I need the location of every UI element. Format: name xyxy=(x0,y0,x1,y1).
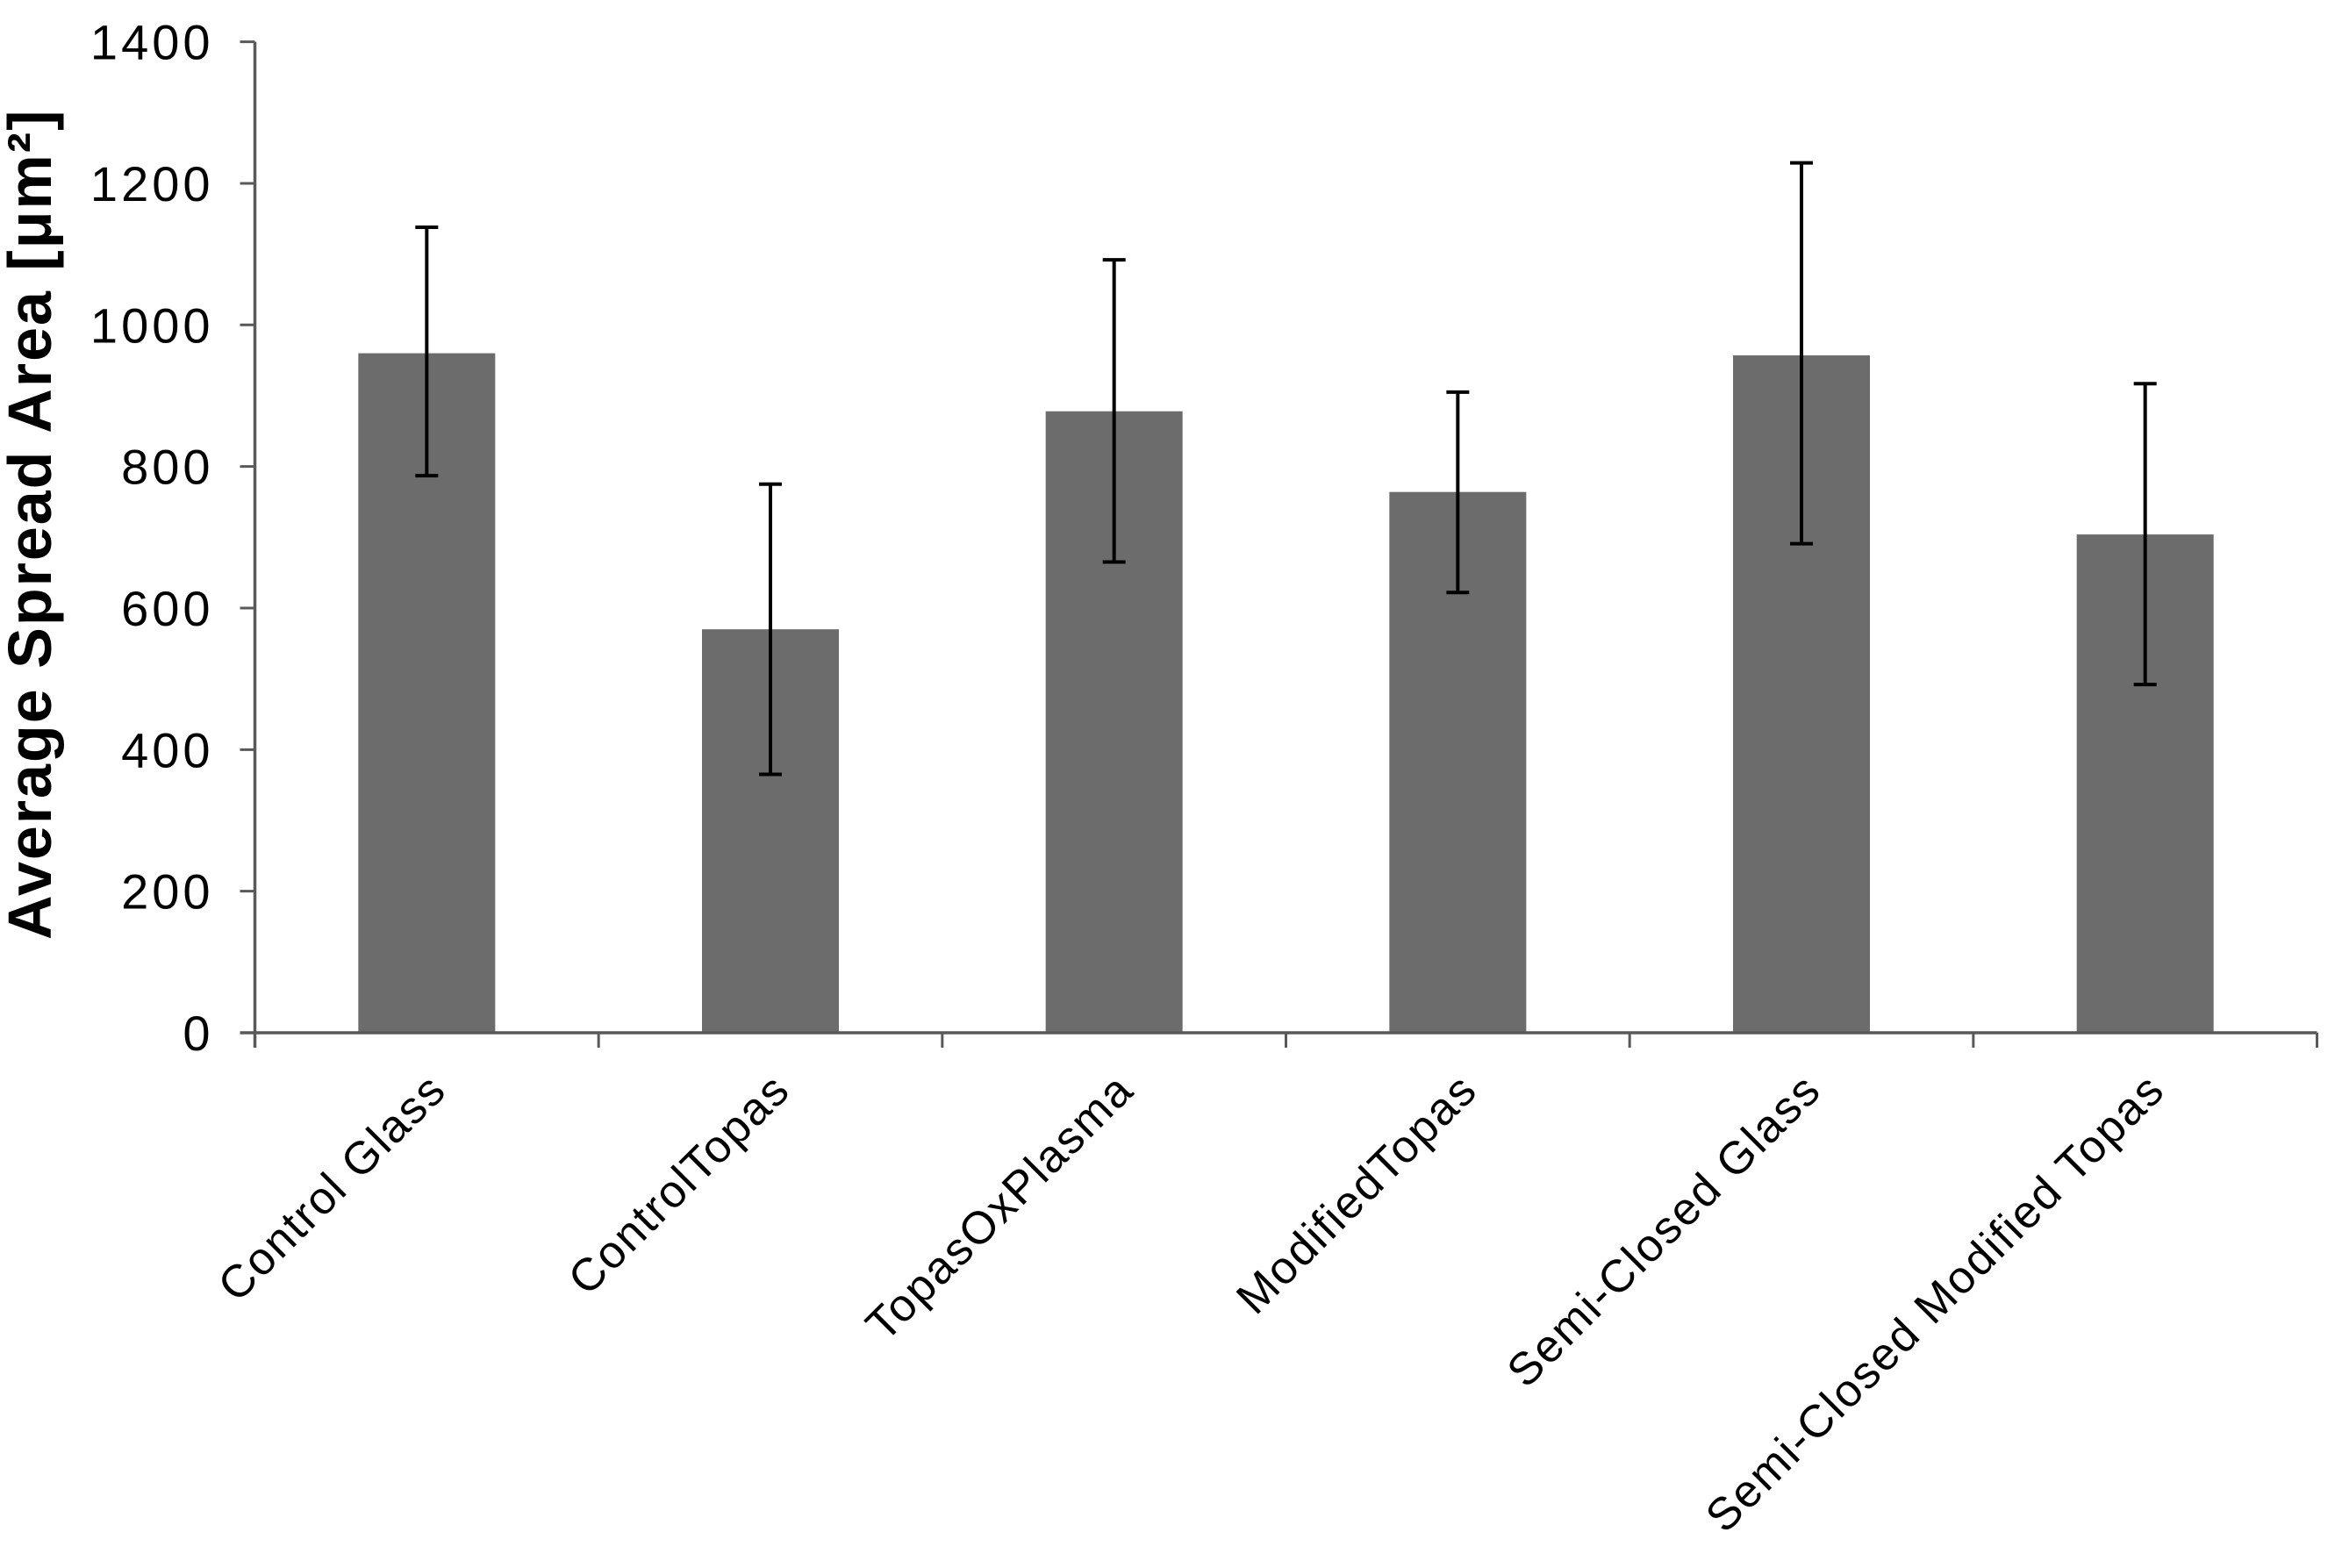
x-category-label: ControlTopas xyxy=(559,1063,800,1305)
bars-group xyxy=(358,353,2214,1033)
y-tick-label: 200 xyxy=(121,864,213,920)
y-tick-label: 1200 xyxy=(90,156,214,211)
y-axis-title: Average Spread Area [μm²] xyxy=(0,109,64,940)
x-category-label: Control Glass xyxy=(209,1063,456,1311)
y-tick-label: 800 xyxy=(121,440,213,495)
y-tick-label: 0 xyxy=(183,1006,213,1061)
y-axis-ticks-group: 0 200 400 600 800 1000 1200 1400 xyxy=(90,15,255,1061)
x-axis-labels-group: Control Glass ControlTopas TopasOxPlasma Mo… xyxy=(209,1063,2174,1542)
y-tick-label: 600 xyxy=(121,581,213,636)
y-tick-label: 1400 xyxy=(90,15,214,70)
y-tick-label: 1000 xyxy=(90,297,214,353)
x-axis-ticks-group xyxy=(254,1033,2319,1048)
x-category-label: ModifiedTopas xyxy=(1227,1063,1486,1323)
error-bars-group xyxy=(415,161,2157,777)
x-category-label: TopasOxPlasma xyxy=(856,1063,1143,1350)
x-category-label: Semi-Closed Glass xyxy=(1498,1063,1831,1397)
y-tick-label: 400 xyxy=(121,722,213,777)
